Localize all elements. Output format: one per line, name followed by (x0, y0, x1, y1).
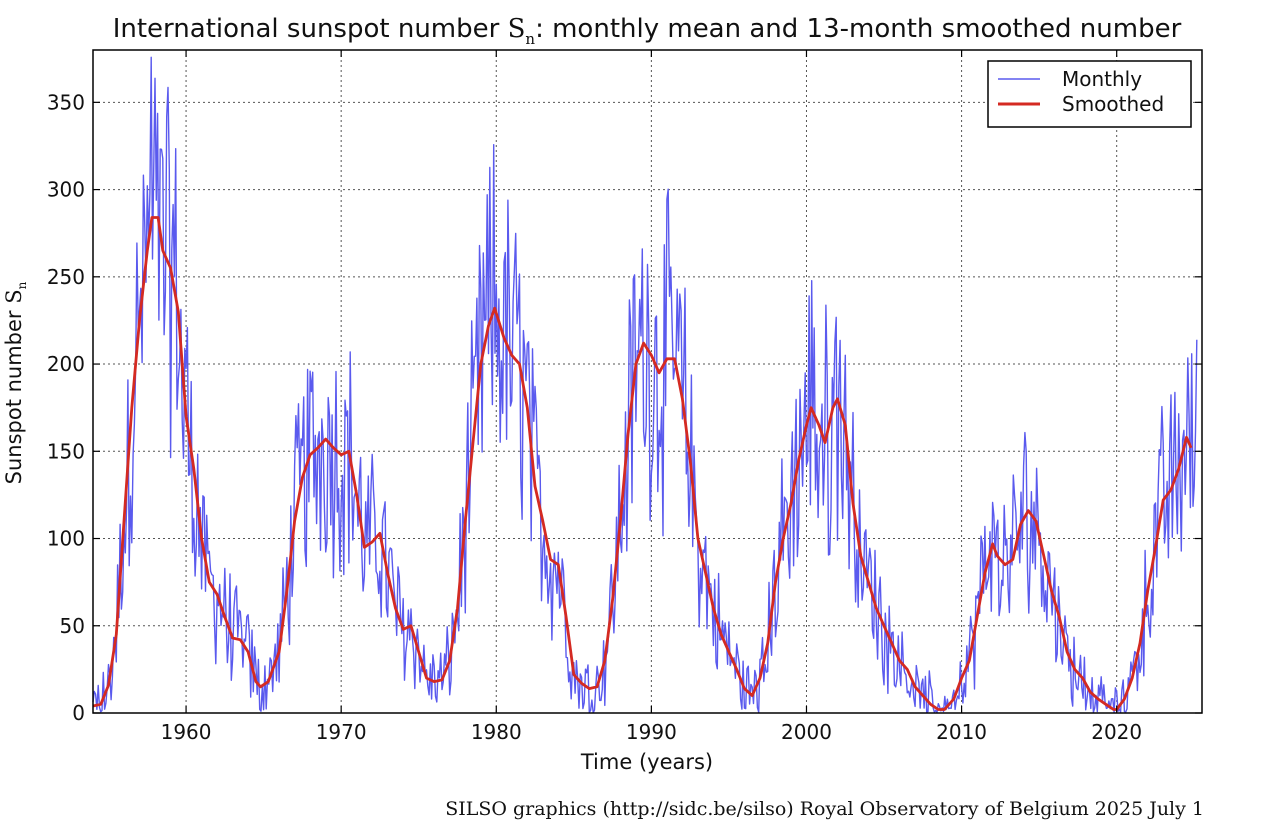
monthly-series (92, 56, 1198, 714)
x-tick-label: 1980 (471, 720, 522, 744)
legend-smoothed-label: Smoothed (1062, 92, 1164, 116)
x-tick-label: 1990 (626, 720, 677, 744)
chart-title: International sunspot number Sn: monthly… (113, 14, 1182, 48)
plot-area (92, 56, 1198, 714)
y-axis-label-prefix: Sunspot number (2, 304, 26, 485)
smoothed-line (92, 216, 1193, 711)
grid-lines (93, 50, 1202, 713)
chart-title-prefix: International sunspot number (113, 14, 508, 44)
y-axis-label-subscript: n (15, 281, 29, 289)
x-tick-label: 1960 (161, 720, 212, 744)
y-tick-label: 300 (47, 178, 85, 202)
y-axis-label: Sunspot number Sn (2, 281, 29, 484)
plot-frame (92, 49, 1203, 714)
chart-title-symbol: S (508, 14, 526, 44)
y-tick-label: 150 (47, 439, 85, 463)
legend-monthly-label: Monthly (1062, 67, 1142, 91)
legend: Monthly Smoothed (987, 60, 1192, 128)
legend-box (987, 60, 1192, 128)
x-tick-label: 2010 (936, 720, 987, 744)
y-axis-label-symbol: S (2, 289, 26, 303)
y-tick-label: 50 (60, 614, 85, 638)
y-tick-label: 250 (47, 265, 85, 289)
x-axis-ticks: 1960 1970 1980 1990 2000 2010 2020 (161, 50, 1142, 744)
chart-title-suffix: : monthly mean and 13-month smoothed num… (535, 14, 1181, 44)
y-tick-label: 0 (72, 701, 85, 725)
smoothed-series (92, 216, 1193, 711)
y-tick-label: 100 (47, 527, 85, 551)
x-tick-label: 2020 (1091, 720, 1142, 744)
y-axis-ticks: 0 50 100 150 200 250 300 350 (47, 90, 1202, 725)
chart-title-subscript: n (525, 30, 535, 48)
monthly-line (92, 56, 1198, 714)
y-tick-label: 350 (47, 90, 85, 114)
x-tick-label: 2000 (781, 720, 832, 744)
x-tick-label: 1970 (316, 720, 367, 744)
footer-credit: SILSO graphics (http://sidc.be/silso) Ro… (445, 798, 1204, 820)
y-tick-label: 200 (47, 352, 85, 376)
x-axis-label: Time (years) (580, 750, 713, 774)
